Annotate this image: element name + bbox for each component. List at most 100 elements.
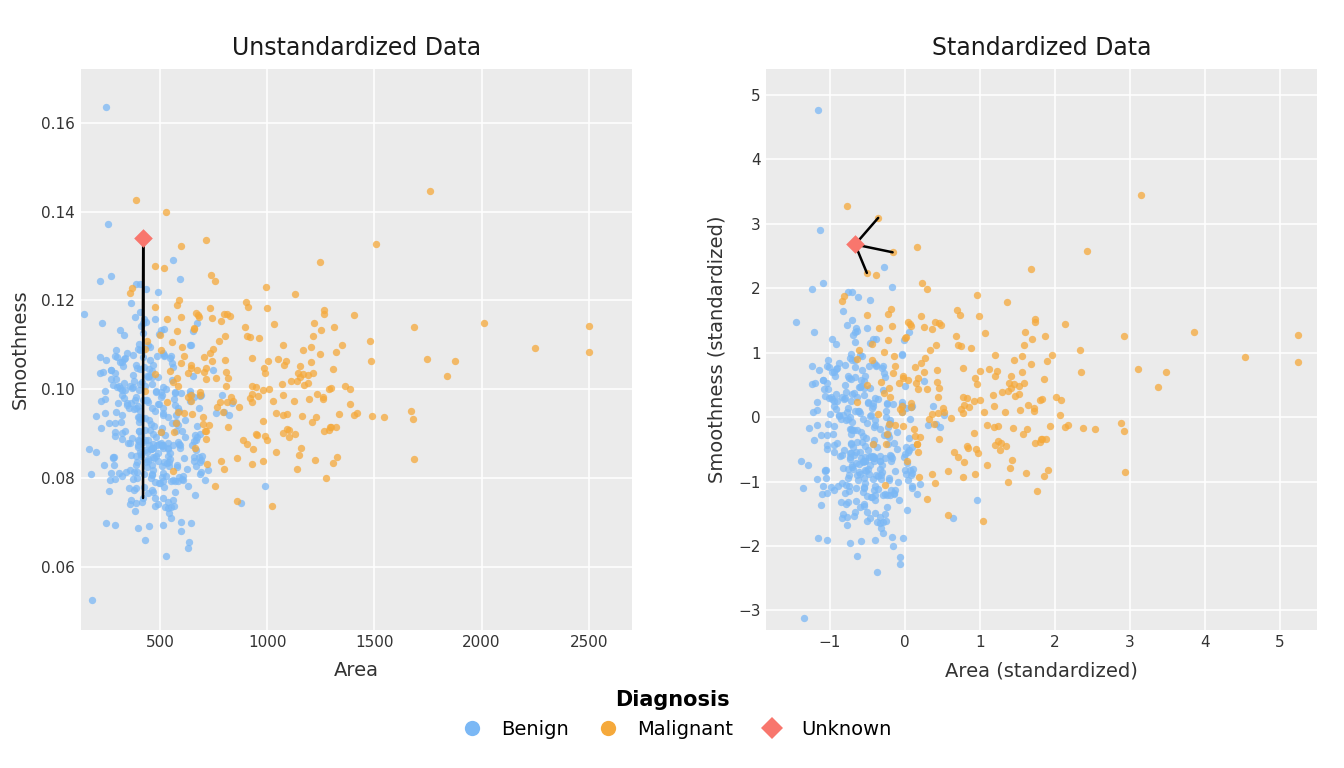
Point xyxy=(859,468,880,480)
Point xyxy=(144,492,165,505)
Point xyxy=(257,302,278,314)
Point xyxy=(853,455,875,467)
Point xyxy=(899,413,921,425)
Point xyxy=(192,411,214,423)
Point xyxy=(103,458,125,471)
Point xyxy=(293,368,314,380)
Point xyxy=(926,339,948,352)
Point xyxy=(145,431,167,443)
Point xyxy=(262,500,284,512)
Point xyxy=(366,238,387,250)
Point xyxy=(847,291,868,303)
Point xyxy=(126,472,148,484)
Point xyxy=(900,320,922,333)
Point xyxy=(99,364,121,376)
Point xyxy=(827,362,848,375)
Point xyxy=(927,407,949,419)
Point xyxy=(122,381,144,393)
Point xyxy=(196,362,218,374)
Point xyxy=(864,421,886,433)
Point xyxy=(184,429,206,442)
Point xyxy=(837,496,859,508)
Point xyxy=(892,372,914,384)
Point xyxy=(151,460,172,472)
Point xyxy=(953,471,974,483)
Point xyxy=(137,396,159,408)
Point xyxy=(113,392,134,404)
Point xyxy=(331,339,352,352)
Point xyxy=(802,434,824,446)
Point xyxy=(142,428,164,440)
Point xyxy=(973,406,995,419)
Point xyxy=(161,376,183,389)
Point xyxy=(129,378,151,390)
Point xyxy=(905,430,926,442)
Point xyxy=(880,484,902,496)
Point xyxy=(113,359,134,372)
Point xyxy=(142,452,164,465)
Point xyxy=(132,344,153,356)
Y-axis label: Smoothness (standardized): Smoothness (standardized) xyxy=(708,216,727,483)
Point xyxy=(900,482,922,494)
Point xyxy=(316,472,337,484)
Point xyxy=(110,433,132,445)
Point xyxy=(168,475,190,487)
Point xyxy=(876,429,898,441)
Point xyxy=(1034,329,1055,342)
Point xyxy=(821,391,843,403)
Point xyxy=(285,288,306,300)
Point xyxy=(169,442,191,454)
Point xyxy=(882,280,903,293)
Point xyxy=(276,355,297,367)
X-axis label: Area (standardized): Area (standardized) xyxy=(945,661,1138,680)
Point xyxy=(843,462,864,475)
Point xyxy=(276,422,297,435)
Point xyxy=(126,522,148,535)
Point xyxy=(278,432,300,444)
Point xyxy=(309,348,331,360)
Point xyxy=(808,364,829,376)
Point xyxy=(157,411,179,423)
Point xyxy=(124,465,145,478)
Point xyxy=(841,373,863,386)
Point xyxy=(831,391,852,403)
Point xyxy=(297,369,319,382)
Point xyxy=(896,316,918,328)
Point xyxy=(832,477,853,489)
Point xyxy=(165,415,187,428)
Point xyxy=(204,479,226,492)
Point xyxy=(898,374,919,386)
Point xyxy=(200,269,222,281)
Point xyxy=(870,455,891,468)
Point xyxy=(117,399,138,411)
Point xyxy=(181,408,203,420)
Point xyxy=(852,485,874,498)
Point xyxy=(856,309,878,321)
Point xyxy=(806,531,828,544)
Y-axis label: Smoothness: Smoothness xyxy=(11,290,30,409)
Point xyxy=(968,310,989,322)
Point xyxy=(125,497,146,509)
Point xyxy=(852,456,874,468)
Point xyxy=(849,468,871,481)
Point xyxy=(129,344,151,356)
Point xyxy=(112,389,133,401)
Point xyxy=(121,494,142,506)
Point xyxy=(891,406,913,418)
Point xyxy=(863,484,884,496)
Point xyxy=(141,378,163,390)
Point xyxy=(1036,356,1058,368)
Point xyxy=(867,393,888,406)
Point xyxy=(864,495,886,507)
Point xyxy=(892,349,914,361)
Point xyxy=(112,409,133,421)
Point xyxy=(871,459,892,472)
Point xyxy=(142,451,164,463)
Point xyxy=(125,505,146,517)
Point xyxy=(875,478,896,491)
Point xyxy=(882,320,903,333)
Point xyxy=(199,302,220,314)
Point xyxy=(121,382,142,394)
Point xyxy=(878,421,899,433)
Point xyxy=(862,333,883,345)
